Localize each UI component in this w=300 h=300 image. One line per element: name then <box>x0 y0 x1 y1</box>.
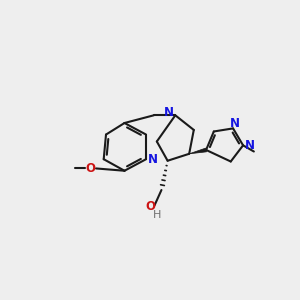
Text: N: N <box>245 139 255 152</box>
Text: O: O <box>85 162 96 175</box>
Text: N: N <box>164 106 174 119</box>
Text: N: N <box>148 153 158 166</box>
Text: H: H <box>153 210 161 220</box>
Text: N: N <box>230 116 240 130</box>
Polygon shape <box>189 148 206 154</box>
Text: O: O <box>146 200 156 213</box>
